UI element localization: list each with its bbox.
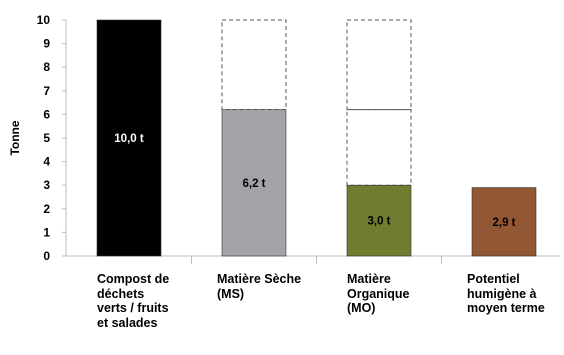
y-tick-label: 0 xyxy=(43,249,50,263)
x-category-label: Potentiel humigène à moyen terme xyxy=(467,272,545,315)
reference-outline xyxy=(346,109,412,186)
y-tick-label: 2 xyxy=(43,202,50,216)
y-tick-label: 5 xyxy=(43,131,50,145)
bar xyxy=(96,19,162,257)
y-tick-label: 7 xyxy=(43,84,50,98)
reference-outline xyxy=(221,19,287,111)
x-category-label: Matière Sèche (MS) xyxy=(217,272,302,301)
bar xyxy=(471,187,537,257)
bar-data-label: 3,0 t xyxy=(367,216,390,228)
y-tick-label: 8 xyxy=(43,60,50,74)
y-tick-label: 3 xyxy=(43,178,50,192)
reference-outline xyxy=(346,19,412,111)
y-axis-title: Tonne xyxy=(8,120,22,155)
bar-data-label: 6,2 t xyxy=(242,178,265,190)
y-tick-label: 9 xyxy=(43,37,50,51)
x-category-label: Compost de déchets verts / fruits et sal… xyxy=(97,272,170,330)
y-tick-label: 4 xyxy=(43,155,50,169)
y-tick-label: 10 xyxy=(37,13,51,27)
y-tick-label: 6 xyxy=(43,107,50,121)
bar xyxy=(221,109,287,257)
bar-data-label: 2,9 t xyxy=(492,217,515,229)
bar xyxy=(346,184,412,257)
y-tick-label: 1 xyxy=(43,225,50,239)
x-category-label: Matière Organique (MO) xyxy=(347,272,410,315)
bar-data-label: 10,0 t xyxy=(114,133,144,145)
